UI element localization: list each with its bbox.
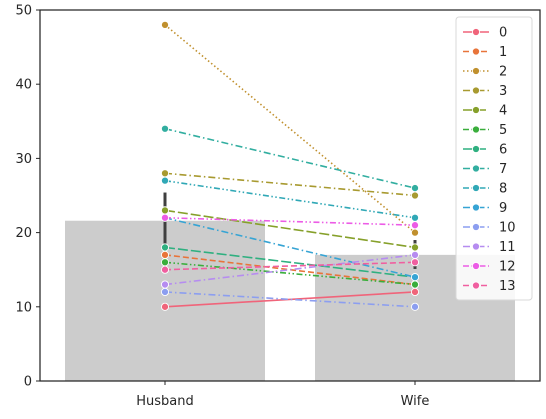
legend-swatch-marker bbox=[472, 28, 479, 35]
y-axis: 0 10 20 30 40 50 bbox=[15, 4, 40, 390]
legend-label: 13 bbox=[499, 279, 516, 294]
series-point-0-husband bbox=[161, 303, 168, 310]
legend-label: 1 bbox=[499, 45, 507, 60]
legend-label: 2 bbox=[499, 65, 507, 80]
legend-box bbox=[456, 17, 532, 300]
series-8 bbox=[161, 177, 418, 221]
x-tick-label: Wife bbox=[401, 394, 430, 409]
series-3 bbox=[161, 170, 418, 199]
series-point-13-husband bbox=[161, 266, 168, 273]
series-point-8-husband bbox=[161, 177, 168, 184]
series-line-8 bbox=[165, 181, 415, 218]
legend-label: 10 bbox=[499, 221, 516, 236]
legend-label: 12 bbox=[499, 260, 516, 275]
series-point-10-husband bbox=[161, 288, 168, 295]
series-point-7-husband bbox=[161, 125, 168, 132]
legend-label: 6 bbox=[499, 143, 507, 158]
series-line-7 bbox=[165, 129, 415, 188]
y-tick-label: 10 bbox=[15, 300, 32, 315]
legend-swatch-marker bbox=[472, 87, 479, 94]
series-point-13-wife bbox=[411, 259, 418, 266]
legend-swatch-marker bbox=[472, 184, 479, 191]
legend: 012345678910111213 bbox=[456, 17, 532, 300]
legend-label: 8 bbox=[499, 182, 507, 197]
legend-swatch-marker bbox=[472, 262, 479, 269]
series-point-6-husband bbox=[161, 244, 168, 251]
series-point-0-wife bbox=[411, 288, 418, 295]
legend-label: 0 bbox=[499, 26, 507, 41]
series-point-5-husband bbox=[161, 259, 168, 266]
series-point-9-wife bbox=[411, 274, 418, 281]
series-point-3-wife bbox=[411, 192, 418, 199]
legend-swatch-marker bbox=[472, 48, 479, 55]
series-point-2-wife bbox=[411, 229, 418, 236]
bars-layer bbox=[65, 221, 515, 381]
y-tick-label: 50 bbox=[15, 4, 32, 19]
y-tick-label: 0 bbox=[24, 375, 32, 390]
series-point-2-husband bbox=[161, 21, 168, 28]
series-point-7-wife bbox=[411, 184, 418, 191]
x-tick-label: Husband bbox=[136, 394, 194, 409]
series-2 bbox=[161, 21, 418, 236]
series-point-11-husband bbox=[161, 281, 168, 288]
x-axis: Husband Wife bbox=[136, 381, 429, 409]
legend-swatch-marker bbox=[472, 165, 479, 172]
series-point-10-wife bbox=[411, 303, 418, 310]
series-7 bbox=[161, 125, 418, 192]
series-point-12-husband bbox=[161, 214, 168, 221]
legend-swatch-marker bbox=[472, 282, 479, 289]
legend-label: 5 bbox=[499, 123, 507, 138]
y-tick-label: 30 bbox=[15, 152, 32, 167]
y-tick-label: 40 bbox=[15, 78, 32, 93]
series-point-4-husband bbox=[161, 207, 168, 214]
series-point-12-wife bbox=[411, 222, 418, 229]
legend-label: 4 bbox=[499, 104, 507, 119]
legend-label: 11 bbox=[499, 240, 516, 255]
legend-swatch-marker bbox=[472, 223, 479, 230]
legend-swatch-marker bbox=[472, 67, 479, 74]
legend-swatch-marker bbox=[472, 243, 479, 250]
legend-label: 9 bbox=[499, 201, 507, 216]
series-point-5-wife bbox=[411, 281, 418, 288]
legend-label: 3 bbox=[499, 84, 507, 99]
series-line-2 bbox=[165, 25, 415, 233]
y-tick-label: 20 bbox=[15, 226, 32, 241]
legend-swatch-marker bbox=[472, 126, 479, 133]
series-point-11-wife bbox=[411, 251, 418, 258]
legend-swatch-marker bbox=[472, 106, 479, 113]
series-point-8-wife bbox=[411, 214, 418, 221]
series-point-4-wife bbox=[411, 244, 418, 251]
legend-swatch-marker bbox=[472, 145, 479, 152]
legend-label: 7 bbox=[499, 162, 507, 177]
legend-swatch-marker bbox=[472, 204, 479, 211]
series-point-1-husband bbox=[161, 251, 168, 258]
series-point-3-husband bbox=[161, 170, 168, 177]
series-line-3 bbox=[165, 173, 415, 195]
